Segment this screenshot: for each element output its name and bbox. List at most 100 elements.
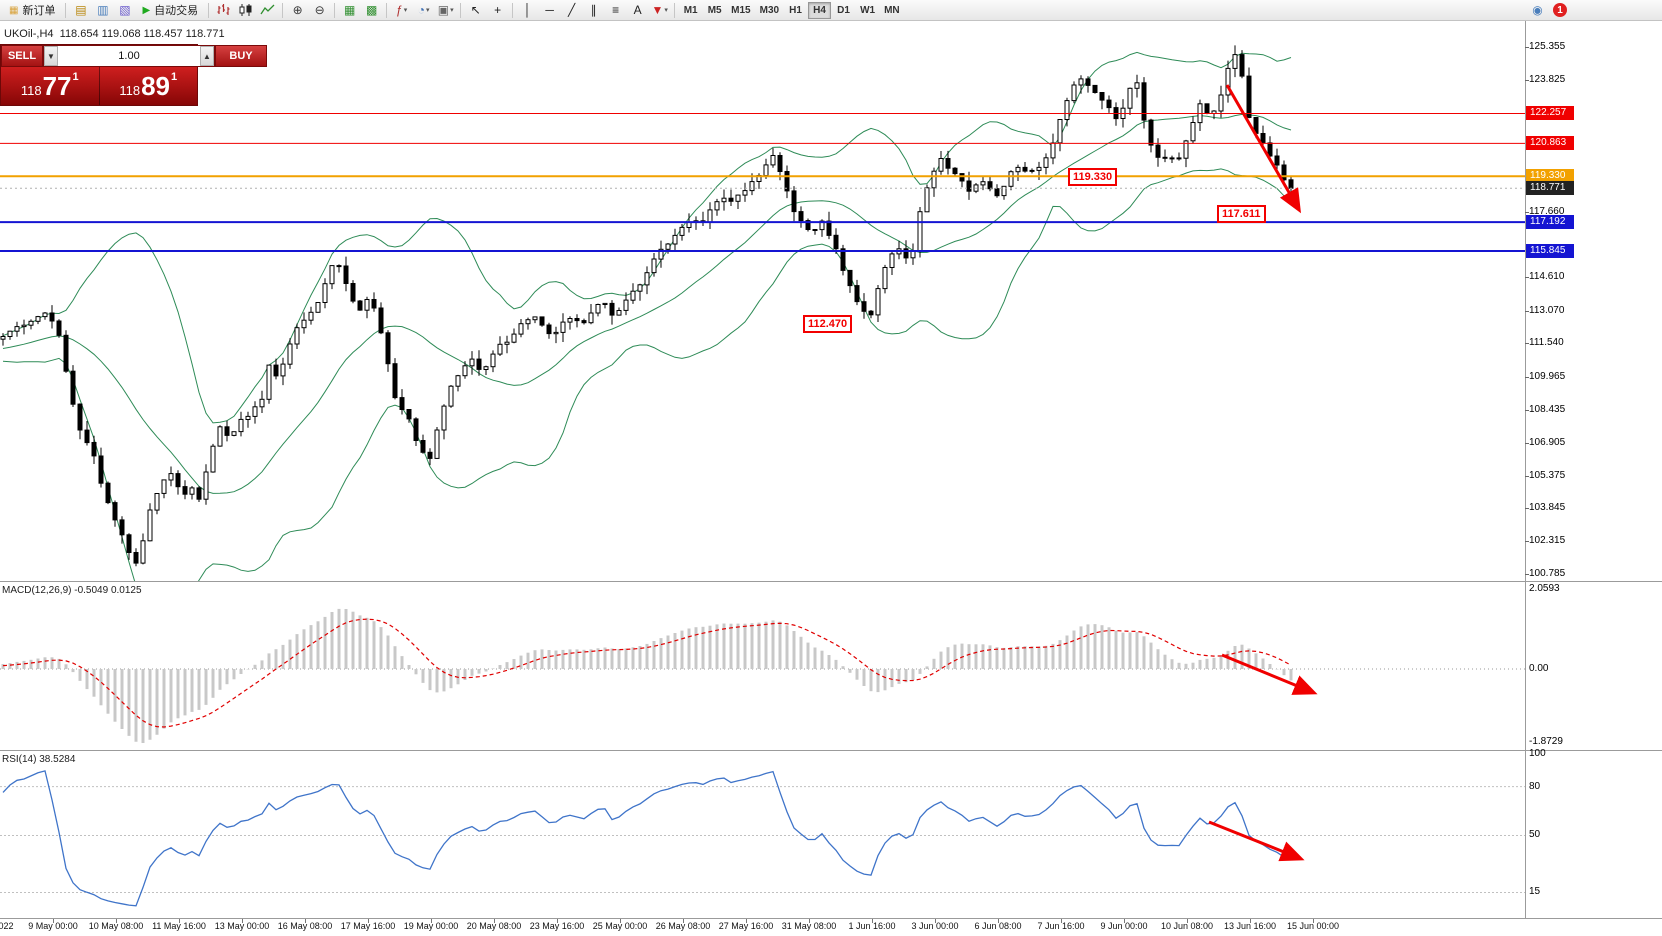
rsi-indicator-label: RSI(14) 38.5284 <box>2 754 76 765</box>
buy-price-display[interactable]: 118 89 1 <box>98 67 198 105</box>
time-axis-tick <box>557 919 558 923</box>
toolbar-separator <box>208 2 210 18</box>
price-axis-label: 123.825 <box>1529 73 1566 85</box>
community-icon[interactable]: ◉ <box>1532 3 1543 17</box>
fibonacci-icon[interactable]: ≡ <box>612 3 620 17</box>
time-axis-label: 9 May 00:00 <box>28 921 78 931</box>
time-axis-tick <box>368 919 369 923</box>
periods-icon[interactable]: ◔ ▾ <box>417 3 430 17</box>
data-window-icon[interactable]: ▥ <box>97 3 109 17</box>
zoom-in-icon[interactable]: ⊕ <box>292 3 303 17</box>
price-axis-tick <box>1525 442 1529 444</box>
market-watch-icon[interactable]: ▤ <box>75 3 87 17</box>
time-axis-tick <box>809 919 810 923</box>
price-axis-tick <box>1525 409 1529 411</box>
sell-price-display[interactable]: 118 77 1 <box>1 67 99 105</box>
timeframe-d1-button[interactable]: D1 <box>837 4 850 16</box>
trend-arrow[interactable] <box>1225 84 1301 214</box>
vertical-line-icon[interactable]: │ <box>523 3 532 17</box>
rsi-axis-label: 15 <box>1529 886 1541 897</box>
price-axis-tick <box>1525 310 1529 312</box>
trend-arrow[interactable] <box>1221 653 1318 695</box>
time-axis-label: 19 May 00:00 <box>403 921 459 931</box>
time-axis[interactable] <box>0 919 1525 936</box>
panel-divider[interactable] <box>0 750 1662 751</box>
buy-price-whole: 118 <box>119 82 141 98</box>
price-axis-tick <box>1525 508 1529 510</box>
time-axis-tick <box>53 919 54 923</box>
zoom-out-icon[interactable]: ⊖ <box>314 3 325 17</box>
time-axis-label: 9 May 2022 <box>0 921 14 931</box>
price-axis-tick <box>1525 475 1529 477</box>
buy-button[interactable]: BUY <box>215 45 267 67</box>
time-axis-label: 10 May 08:00 <box>88 921 144 931</box>
volume-control: ▼ ▲ <box>43 45 215 67</box>
main-price-chart[interactable] <box>0 22 1525 581</box>
time-axis-label: 13 May 00:00 <box>214 921 270 931</box>
price-axis-tick <box>1525 47 1529 48</box>
time-axis-label: 1 Jun 16:00 <box>848 921 896 931</box>
text-icon[interactable]: A <box>633 3 642 17</box>
current-price-tag: 118.771 <box>1526 181 1574 196</box>
macd-indicator-label: MACD(12,26,9) -0.5049 0.0125 <box>2 585 142 596</box>
price-axis-label: 103.845 <box>1529 502 1566 514</box>
line-chart-type-icon[interactable] <box>257 1 278 19</box>
time-axis-tick <box>305 919 306 923</box>
autotrading-button[interactable]: ▶ 自动交易 <box>136 1 204 19</box>
panel-divider <box>0 918 1662 919</box>
volume-increase-button[interactable]: ▲ <box>200 46 214 66</box>
horizontal-line-icon[interactable]: ─ <box>545 3 554 17</box>
timeframe-m30-button[interactable]: M30 <box>759 4 780 16</box>
volume-decrease-button[interactable]: ▼ <box>44 46 58 66</box>
timeframe-m15-button[interactable]: M15 <box>731 4 751 16</box>
toolbar-separator <box>674 2 676 18</box>
rsi-axis-label: 80 <box>1529 781 1541 792</box>
chart-ohlc-values: 118.654 119.068 118.457 118.771 <box>59 28 225 40</box>
price-axis-tick <box>1525 277 1529 279</box>
timeframe-m1-button[interactable]: M1 <box>683 4 698 16</box>
time-axis-tick <box>494 919 495 923</box>
price-annotation-label[interactable]: 119.330 <box>1068 168 1118 186</box>
tile-windows-icon[interactable]: ▦ <box>343 3 356 17</box>
toolbar-separator <box>460 2 462 18</box>
new-order-button[interactable]: ▦ 新订单 <box>3 1 61 19</box>
equidistant-channel-icon[interactable]: ∥ <box>590 3 597 17</box>
toolbar-right-group: ◉ 1 <box>1527 1 1567 19</box>
price-annotation-label[interactable]: 117.611 <box>1217 205 1266 223</box>
arrows-icon[interactable]: ▼ ▾ <box>651 3 668 17</box>
time-axis-label: 20 May 08:00 <box>466 921 522 931</box>
trend-arrow[interactable] <box>1208 820 1305 862</box>
autotrading-button-label: 自动交易 <box>154 5 199 17</box>
time-axis-tick <box>1124 919 1125 923</box>
volume-input[interactable] <box>58 46 200 66</box>
terminal-icon[interactable]: ▧ <box>119 3 131 17</box>
time-axis-tick <box>431 919 432 923</box>
timeframe-mn-button[interactable]: MN <box>884 4 900 16</box>
cursor-icon[interactable]: ↖ <box>470 3 481 17</box>
price-axis-divider <box>1525 21 1526 918</box>
indicators-icon[interactable]: ƒ ▾ <box>396 3 408 17</box>
cascade-windows-icon[interactable]: ▩ <box>365 3 378 17</box>
toolbar: ▦ 新订单 ▤ ▥ ▧ ▶ 自动交易 ⊕ ⊖ ▦ ▩ ƒ ▾ ◔ ▾ ▣ ▾ ↖ + │ ─ ╱ ∥ ≡ A ▼ ▾ M1 M5 M15 M… <box>0 0 1662 21</box>
price-level-tag: 120.863 <box>1526 136 1574 151</box>
crosshair-icon[interactable]: + <box>494 3 502 17</box>
new-order-button-label: 新订单 <box>22 5 56 17</box>
time-axis-label: 6 Jun 08:00 <box>974 921 1022 931</box>
notification-badge[interactable]: 1 <box>1553 3 1567 17</box>
candlestick-chart-type-icon[interactable] <box>235 1 256 19</box>
timeframe-m5-button[interactable]: M5 <box>707 4 722 16</box>
templates-icon[interactable]: ▣ ▾ <box>437 3 454 17</box>
price-level-tag: 115.845 <box>1526 243 1574 258</box>
sell-button[interactable]: SELL <box>1 45 43 67</box>
trendline-icon[interactable]: ╱ <box>568 3 576 17</box>
timeframe-h4-button[interactable]: H4 <box>808 1 832 19</box>
bar-chart-type-icon[interactable] <box>213 1 234 19</box>
panel-divider[interactable] <box>0 581 1662 582</box>
sell-price-whole: 118 <box>20 82 42 98</box>
macd-indicator-panel[interactable] <box>0 582 1525 750</box>
buy-price-pips: 89 <box>141 71 171 101</box>
rsi-indicator-panel[interactable] <box>0 751 1525 918</box>
price-annotation-label[interactable]: 112.470 <box>803 315 853 333</box>
timeframe-h1-button[interactable]: H1 <box>789 4 802 16</box>
timeframe-w1-button[interactable]: W1 <box>860 4 876 16</box>
